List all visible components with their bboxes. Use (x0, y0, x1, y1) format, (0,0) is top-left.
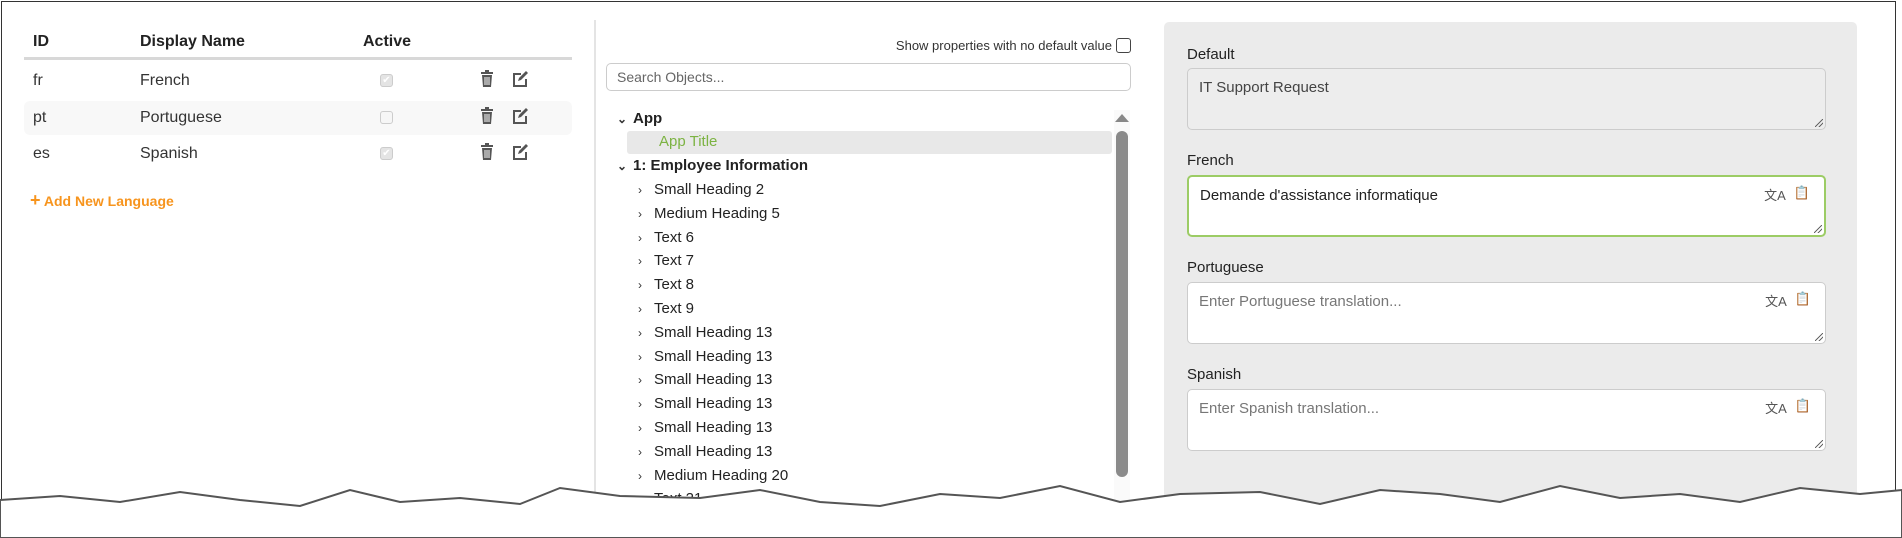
tree-node-child[interactable]: › Text 9 (638, 300, 694, 317)
trash-icon[interactable] (477, 69, 497, 89)
clipboard-link-icon[interactable]: 📋 (1794, 291, 1811, 306)
table-row-pt: pt Portuguese (24, 101, 572, 135)
tree-node-child[interactable]: › Small Heading 13 (638, 443, 772, 460)
chevron-down-icon: ⌄ (617, 159, 628, 173)
tree-node-employee-information[interactable]: ⌄ 1: Employee Information (617, 157, 809, 174)
active-checkbox[interactable]: ✔ (380, 147, 393, 160)
default-textarea: IT Support Request (1187, 68, 1826, 130)
column-header-id: ID (33, 33, 49, 50)
add-new-language-button[interactable]: + Add New Language (30, 190, 174, 211)
chevron-right-icon: › (638, 230, 642, 245)
trash-icon[interactable] (477, 106, 497, 126)
tree-node-app[interactable]: ⌄ App (617, 110, 663, 127)
add-language-label: Add New Language (43, 193, 174, 209)
chevron-down-icon: ⌄ (617, 112, 628, 126)
tree-node-child[interactable]: › Medium Heading 20 (638, 467, 788, 484)
default-value: IT Support Request (1199, 79, 1329, 96)
tree-node-child[interactable]: › Small Heading 13 (638, 324, 772, 341)
portuguese-textarea[interactable]: Enter Portuguese translation... 文A 📋 (1187, 282, 1826, 344)
chevron-right-icon: › (638, 254, 642, 269)
column-header-active: Active (363, 33, 412, 50)
table-row-es: es Spanish ✔ (24, 137, 572, 171)
plus-icon: + (30, 190, 41, 210)
tree-node-child[interactable]: › Text 7 (638, 252, 694, 269)
resize-handle[interactable] (1815, 333, 1823, 341)
chevron-right-icon: › (638, 397, 642, 412)
language-name: Portuguese (140, 109, 222, 126)
resize-handle[interactable] (1814, 225, 1822, 233)
tree-node-label: Small Heading 13 (654, 395, 773, 413)
torn-edge (0, 484, 1902, 538)
chevron-right-icon: › (638, 325, 642, 340)
chevron-right-icon: › (638, 373, 642, 388)
chevron-right-icon: › (638, 278, 642, 293)
tree-node-label: Small Heading 13 (654, 442, 773, 460)
selected-row-highlight (627, 131, 1112, 154)
tree-node-child[interactable]: › Small Heading 13 (638, 371, 772, 388)
tree-node-label: Small Heading 13 (654, 323, 773, 341)
scroll-up-arrow-icon[interactable] (1115, 114, 1129, 122)
language-id: pt (33, 109, 47, 126)
chevron-right-icon: › (638, 302, 642, 316)
spanish-label: Spanish (1187, 366, 1242, 383)
panel-divider (594, 20, 596, 510)
translate-icon[interactable]: 文A (1765, 294, 1787, 309)
language-id: fr (33, 72, 43, 89)
tree-node-label: Small Heading 13 (654, 419, 773, 436)
show-no-default-label: Show properties with no default value (895, 38, 1112, 53)
clipboard-link-icon[interactable]: 📋 (1793, 185, 1810, 200)
tree-node-child[interactable]: › Text 6 (638, 229, 694, 246)
tree-node-label: Text 8 (654, 276, 695, 294)
search-objects-input[interactable] (606, 63, 1131, 91)
translate-icon[interactable]: 文A (1765, 401, 1787, 416)
french-textarea[interactable]: Demande d'assistance informatique 文A 📋 (1187, 175, 1826, 237)
tree-node-child[interactable]: › Small Heading 13 (638, 419, 772, 436)
tree-node-label: Small Heading 2 (654, 181, 765, 198)
chevron-right-icon: › (638, 421, 642, 435)
tree-node-label: Text 7 (654, 252, 695, 270)
tree-node-app-title[interactable]: App Title (659, 133, 718, 150)
tree-node-label: Small Heading 13 (654, 371, 773, 389)
table-row-fr: fr French ✔ (24, 64, 572, 98)
spanish-textarea[interactable]: Enter Spanish translation... 文A 📋 (1187, 389, 1826, 451)
tree-node-child[interactable]: › Small Heading 2 (638, 181, 764, 198)
tree-node-child[interactable]: › Medium Heading 5 (638, 205, 780, 222)
chevron-right-icon: › (638, 444, 642, 459)
tree-node-label: Small Heading 13 (654, 347, 773, 365)
resize-handle[interactable] (1815, 119, 1823, 127)
french-value: Demande d'assistance informatique (1200, 187, 1438, 204)
active-checkbox[interactable]: ✔ (380, 74, 393, 87)
edit-icon[interactable] (510, 106, 530, 126)
edit-icon[interactable] (510, 69, 530, 89)
column-header-display-name: Display Name (140, 33, 245, 50)
tree-node-label: Text 6 (654, 228, 695, 246)
tree-node-child[interactable]: › Text 8 (638, 276, 694, 293)
default-label: Default (1187, 46, 1235, 63)
header-divider (24, 57, 572, 60)
tree-node-label: Medium Heading 5 (654, 204, 780, 222)
language-id: es (33, 145, 50, 162)
tree-node-label: Medium Heading 20 (654, 466, 789, 484)
show-no-default-checkbox[interactable] (1116, 38, 1131, 53)
tree-node-child[interactable]: › Small Heading 13 (638, 348, 772, 365)
language-name: French (140, 72, 190, 89)
chevron-right-icon: › (638, 349, 642, 364)
portuguese-placeholder: Enter Portuguese translation... (1199, 293, 1402, 310)
tree-node-label: Text 9 (654, 300, 695, 317)
spanish-placeholder: Enter Spanish translation... (1199, 400, 1380, 417)
trash-icon[interactable] (477, 142, 497, 162)
language-name: Spanish (140, 145, 198, 162)
active-checkbox[interactable] (380, 111, 393, 124)
chevron-right-icon: › (638, 183, 642, 197)
chevron-right-icon: › (638, 468, 642, 483)
french-label: French (1187, 152, 1234, 169)
portuguese-label: Portuguese (1187, 259, 1264, 276)
resize-handle[interactable] (1815, 440, 1823, 448)
clipboard-link-icon[interactable]: 📋 (1794, 398, 1811, 413)
edit-icon[interactable] (510, 142, 530, 162)
translate-icon[interactable]: 文A (1764, 188, 1786, 203)
chevron-right-icon: › (638, 206, 642, 221)
tree-node-child[interactable]: › Small Heading 13 (638, 395, 772, 412)
scrollbar-thumb[interactable] (1116, 131, 1128, 477)
